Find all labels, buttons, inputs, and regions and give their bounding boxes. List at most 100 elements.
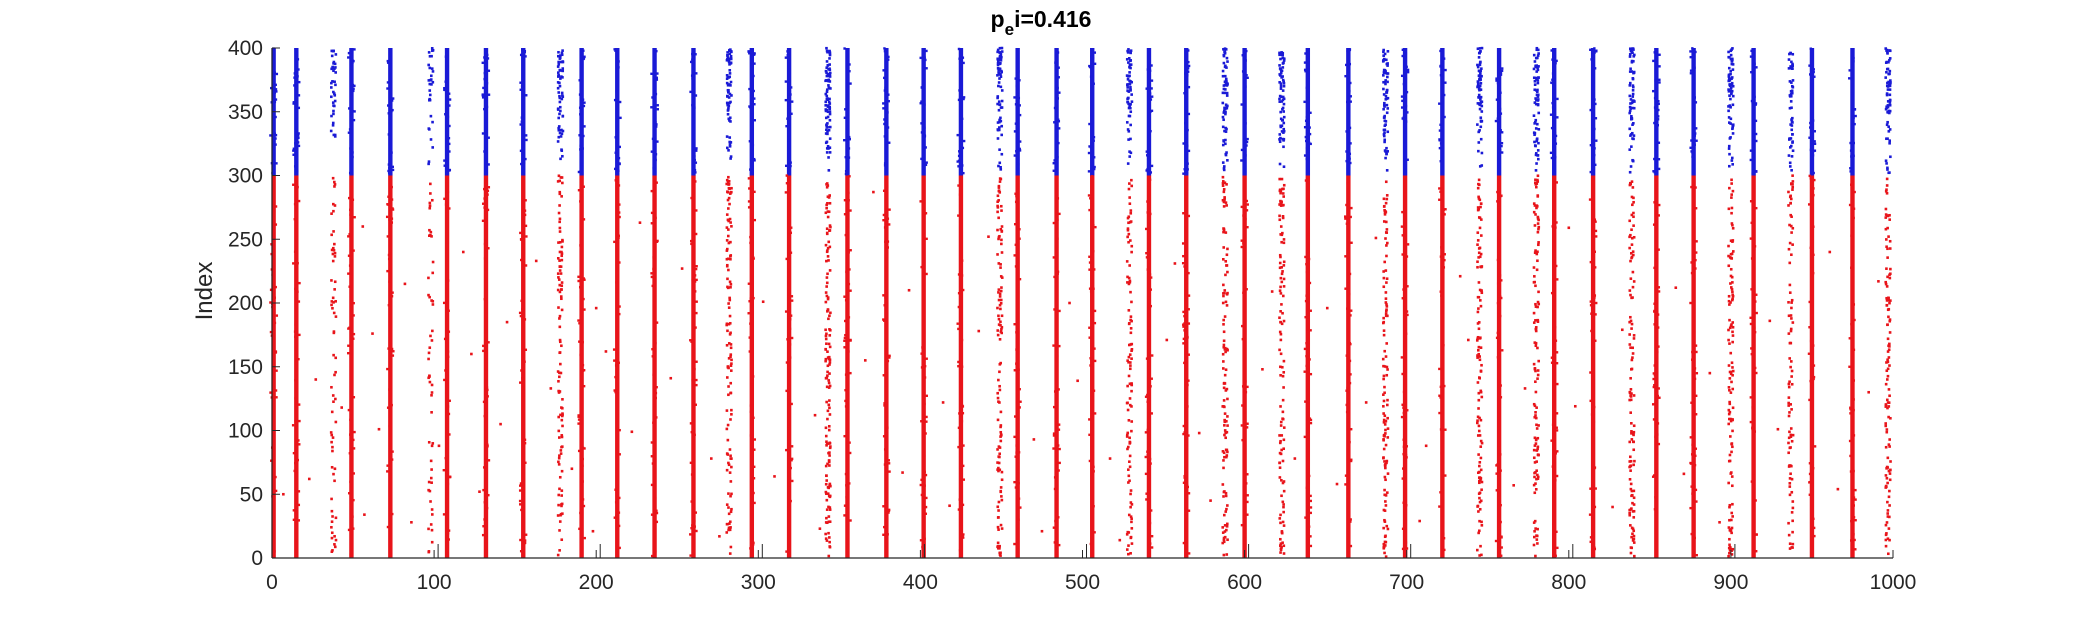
inhibitory-spike bbox=[1438, 138, 1441, 141]
excitatory-spike bbox=[1589, 371, 1592, 374]
inhibitory-spike bbox=[998, 68, 1002, 71]
excitatory-spike bbox=[1532, 281, 1536, 284]
excitatory-spike bbox=[729, 285, 732, 289]
excitatory-spike bbox=[826, 310, 829, 313]
excitatory-spike bbox=[1476, 354, 1479, 357]
inhibitory-spike bbox=[1347, 80, 1350, 83]
excitatory-spike bbox=[1476, 335, 1480, 339]
excitatory-spike bbox=[923, 201, 926, 205]
excitatory-spike bbox=[1628, 398, 1631, 402]
excitatory-spike bbox=[826, 356, 830, 359]
excitatory-spike bbox=[615, 467, 619, 471]
excitatory-spike bbox=[826, 492, 830, 495]
inhibitory-spike bbox=[1553, 131, 1556, 134]
inhibitory-spike bbox=[885, 49, 888, 52]
inhibitory-spike bbox=[448, 98, 452, 101]
excitatory-spike bbox=[1243, 424, 1246, 427]
excitatory-spike bbox=[387, 203, 390, 206]
excitatory-spike bbox=[1182, 323, 1185, 326]
inhibitory-spike bbox=[618, 162, 621, 166]
inhibitory-spike bbox=[693, 106, 696, 109]
excitatory-spike bbox=[1593, 505, 1597, 509]
excitatory-spike bbox=[444, 203, 448, 206]
inhibitory-spike bbox=[1126, 162, 1130, 165]
inhibitory-spike bbox=[653, 173, 656, 176]
excitatory-spike bbox=[1386, 436, 1390, 439]
inhibitory-spike bbox=[1222, 47, 1225, 51]
excitatory-spike bbox=[1382, 333, 1386, 337]
excitatory-spike bbox=[824, 434, 828, 438]
inhibitory-spike bbox=[1383, 52, 1387, 56]
inhibitory-spike bbox=[1404, 77, 1408, 80]
excitatory-spike bbox=[1306, 507, 1309, 510]
inhibitory-spike bbox=[1346, 49, 1349, 53]
excitatory-spike bbox=[1787, 382, 1791, 386]
inhibitory-spike bbox=[1653, 121, 1656, 125]
inhibitory-spike bbox=[828, 71, 832, 75]
excitatory-spike bbox=[577, 279, 580, 283]
inhibitory-spike bbox=[1729, 117, 1733, 121]
inhibitory-spike bbox=[1495, 77, 1498, 80]
inhibitory-spike bbox=[1018, 140, 1022, 143]
inhibitory-spike bbox=[1383, 124, 1387, 128]
excitatory-spike bbox=[1309, 506, 1313, 509]
inhibitory-spike bbox=[1628, 70, 1632, 73]
excitatory-spike bbox=[1551, 465, 1555, 468]
excitatory-spike bbox=[519, 231, 522, 235]
excitatory-spike bbox=[1629, 315, 1632, 319]
excitatory-spike bbox=[957, 426, 961, 430]
excitatory-spike bbox=[920, 265, 923, 269]
excitatory-spike bbox=[487, 493, 490, 497]
excitatory-spike bbox=[352, 301, 355, 305]
excitatory-spike bbox=[825, 508, 829, 511]
excitatory-spike bbox=[1499, 469, 1502, 472]
excitatory-spike bbox=[578, 286, 582, 289]
inhibitory-spike bbox=[1186, 67, 1190, 70]
inhibitory-spike bbox=[1691, 120, 1694, 123]
excitatory-spike bbox=[349, 480, 352, 484]
inhibitory-spike bbox=[616, 130, 620, 134]
excitatory-spike bbox=[1149, 509, 1153, 512]
excitatory-spike bbox=[1628, 343, 1632, 346]
inhibitory-spike bbox=[486, 53, 489, 57]
excitatory-spike bbox=[1225, 454, 1229, 457]
inhibitory-spike bbox=[1496, 117, 1500, 120]
inhibitory-spike bbox=[330, 114, 333, 118]
inhibitory-spike bbox=[1126, 78, 1130, 81]
excitatory-spike bbox=[828, 536, 831, 539]
inhibitory-spike bbox=[1241, 70, 1245, 73]
excitatory-spike bbox=[690, 242, 693, 246]
excitatory-spike bbox=[581, 340, 584, 344]
excitatory-spike bbox=[1221, 352, 1225, 356]
inhibitory-spike bbox=[430, 67, 434, 70]
excitatory-spike bbox=[1147, 374, 1150, 378]
excitatory-spike bbox=[727, 228, 730, 231]
excitatory-spike bbox=[1089, 197, 1092, 200]
excitatory-spike-band bbox=[1691, 175, 1696, 558]
excitatory-spike bbox=[1127, 276, 1131, 280]
inhibitory-spike bbox=[1689, 146, 1692, 149]
burst-column bbox=[1221, 47, 1229, 557]
excitatory-spike bbox=[428, 380, 432, 384]
excitatory-spike bbox=[1441, 516, 1444, 519]
excitatory-spike bbox=[1404, 453, 1408, 457]
inhibitory-spike bbox=[430, 47, 434, 50]
inhibitory-spike bbox=[1225, 84, 1229, 87]
inhibitory-spike bbox=[1728, 104, 1732, 107]
inhibitory-spike bbox=[1304, 135, 1308, 139]
excitatory-spike bbox=[1693, 367, 1697, 370]
excitatory-spike bbox=[1789, 403, 1793, 406]
inhibitory-spike bbox=[524, 134, 528, 137]
excitatory-spike bbox=[1534, 442, 1538, 445]
excitatory-spike bbox=[1438, 394, 1441, 397]
excitatory-spike bbox=[390, 403, 393, 407]
excitatory-spike bbox=[577, 418, 581, 421]
inhibitory-spike bbox=[487, 69, 491, 72]
excitatory-spike bbox=[388, 280, 391, 283]
inhibitory-spike bbox=[1728, 152, 1731, 156]
inhibitory-spike bbox=[1013, 130, 1017, 133]
inhibitory-spike bbox=[1631, 159, 1635, 163]
inhibitory-spike bbox=[689, 90, 692, 94]
excitatory-spike bbox=[1728, 453, 1732, 457]
excitatory-spike bbox=[1306, 503, 1309, 506]
